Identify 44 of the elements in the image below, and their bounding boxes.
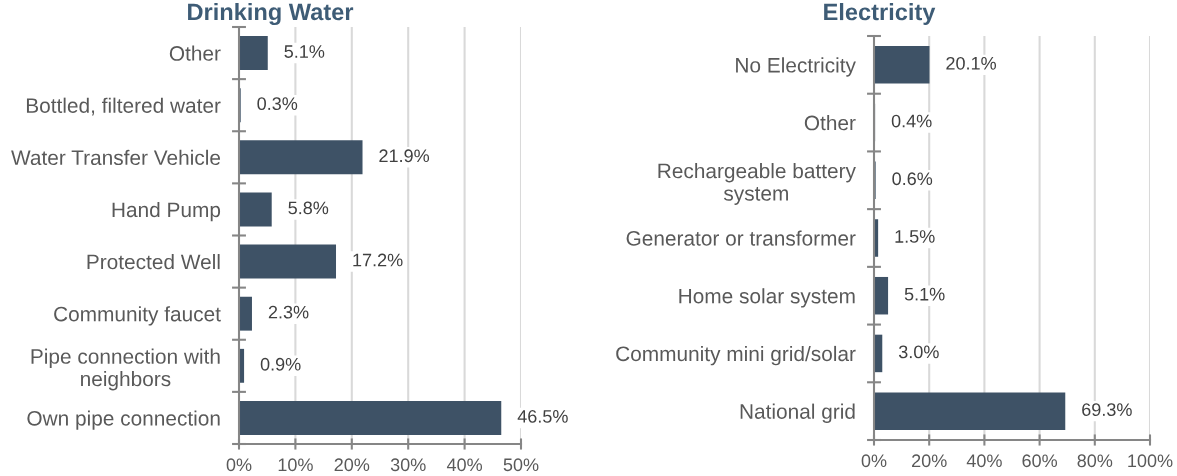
x-tick-label: 20% — [912, 454, 947, 468]
y-tick-label: Other — [169, 45, 221, 61]
data-label: 21.9% — [379, 149, 430, 163]
x-tick-label: 80% — [1077, 454, 1113, 468]
y-tick-label: Bottled, filtered water — [26, 97, 221, 116]
data-label: 0.3% — [257, 97, 298, 111]
chart-title: Drinking Water — [188, 2, 354, 26]
y-tick-label: Home solar system — [679, 288, 855, 308]
y-tick-label: Generator or transformer — [626, 230, 856, 246]
x-tick-label: 10% — [278, 458, 313, 472]
x-tick-label: 30% — [390, 458, 426, 472]
x-tick-label: 0% — [226, 458, 252, 472]
data-label: 2.3% — [268, 305, 309, 319]
y-tick-label: Hand Pump — [112, 201, 221, 222]
data-label: 5.1% — [284, 45, 325, 58]
x-tick-label: 40% — [446, 458, 483, 472]
x-tick-label: 0% — [861, 454, 887, 468]
chart-title: Electricity — [824, 3, 936, 25]
data-label: 5.1% — [904, 287, 945, 301]
x-tick-label: 100% — [1128, 454, 1173, 468]
x-tick-label: 60% — [1022, 454, 1058, 468]
x-tick-label: 50% — [503, 458, 539, 472]
y-tick-label: Community mini grid/solar — [616, 345, 856, 366]
y-tick-label: Other — [804, 115, 856, 131]
y-tick-label: Own pipe connection — [27, 410, 220, 430]
y-tick-label: Protected Well — [87, 254, 220, 270]
data-label: 1.5% — [895, 230, 935, 243]
y-tick-label: Rechargeable battery system — [658, 163, 856, 205]
data-label: 20.1% — [946, 56, 996, 70]
data-label: 0.6% — [892, 172, 933, 186]
data-label: 69.3% — [1082, 403, 1132, 416]
y-tick-label: No Electricity — [736, 57, 856, 77]
y-tick-label: National grid — [740, 403, 855, 424]
data-label: 46.5% — [517, 410, 568, 423]
y-tick-label: Community faucet — [54, 306, 221, 326]
x-tick-label: 20% — [334, 458, 370, 472]
data-label: 3.0% — [898, 345, 939, 359]
data-label: 5.8% — [288, 201, 329, 215]
data-label: 0.9% — [260, 357, 301, 371]
y-tick-label: Pipe connection with neighbors — [31, 348, 220, 391]
y-tick-label: Water Transfer Vehicle — [11, 149, 221, 166]
x-tick-label: 40% — [966, 454, 1002, 468]
data-label: 17.2% — [353, 253, 403, 267]
data-label: 0.4% — [891, 114, 932, 128]
